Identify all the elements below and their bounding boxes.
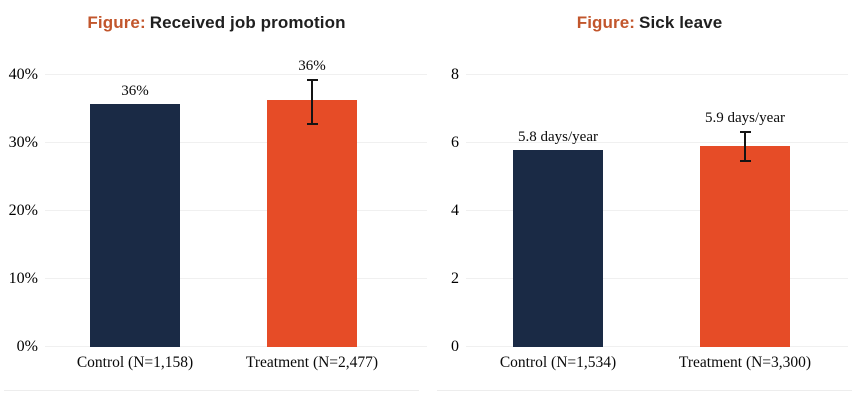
bar-treatment: [700, 146, 790, 347]
bar-value-label: 5.9 days/year: [705, 110, 785, 127]
y-axis-tick-label: 30%: [8, 134, 38, 151]
error-bar-line: [744, 131, 746, 162]
error-bar-line: [311, 79, 313, 126]
y-axis-tick-label: 0%: [16, 338, 38, 355]
bar-value-label: 36%: [121, 83, 149, 100]
y-axis-tick-label: 0: [451, 338, 459, 355]
y-axis-tick-label: 20%: [8, 202, 38, 219]
error-bar: [306, 79, 318, 126]
gridline: [45, 278, 427, 279]
bar-control: [513, 149, 603, 347]
bar-value-label: 5.8 days/year: [518, 128, 598, 145]
y-axis-tick-label: 4: [451, 202, 459, 219]
gridline: [45, 142, 427, 143]
gridline: [466, 210, 848, 211]
gridline: [45, 346, 427, 347]
gridline: [466, 142, 848, 143]
bar-treatment: [267, 100, 357, 347]
y-axis-tick-label: 10%: [8, 270, 38, 287]
chart-panel-job-promotion: Figure: Received job promotion 0% 10% 20% 30…: [0, 13, 433, 391]
error-bar-cap-top: [739, 131, 751, 134]
plot-area-job-promotion: 0% 10% 20% 30% 40% 36% Control (N=1,158) 36% Tre…: [9, 59, 427, 371]
panel-divider: [437, 390, 852, 391]
chart-title: Figure: Sick leave: [433, 13, 866, 33]
bar-value-label: 36%: [298, 58, 326, 75]
y-axis-tick-label: 8: [451, 66, 459, 83]
gridline: [45, 74, 427, 75]
bar-control: [90, 104, 180, 347]
chart-title: Figure: Received job promotion: [0, 13, 433, 33]
gridline: [45, 210, 427, 211]
error-bar-cap-bottom: [306, 123, 318, 126]
x-axis-category-label: Control (N=1,534): [499, 354, 617, 371]
y-axis-tick-label: 6: [451, 134, 459, 151]
gridline: [466, 278, 848, 279]
y-axis-tick-label: 2: [451, 270, 459, 287]
error-bar-cap-top: [306, 79, 318, 82]
error-bar: [739, 131, 751, 162]
plot-area-sick-leave: 0 2 4 6 8 5.8 days/year Control (N=1,534) 5.9 d…: [451, 67, 848, 371]
chart-title-text: Received job promotion: [149, 13, 346, 32]
y-axis-tick-label: 40%: [8, 66, 38, 83]
error-bar-cap-bottom: [739, 159, 751, 162]
chart-title-accent: Figure:: [576, 13, 636, 32]
x-axis-category-label: Treatment (N=2,477): [245, 354, 379, 371]
chart-title-text: Sick leave: [639, 13, 723, 32]
gridline: [466, 346, 848, 347]
chart-panel-sick-leave: Figure: Sick leave 0 2 4 6 8 5.8 days/year Cont…: [433, 0, 866, 406]
x-axis-category-label: Control (N=1,158): [76, 354, 194, 371]
gridline: [466, 74, 848, 75]
chart-title-accent: Figure:: [87, 13, 146, 32]
panel-divider: [4, 390, 419, 391]
x-axis-category-label: Treatment (N=3,300): [678, 354, 812, 371]
